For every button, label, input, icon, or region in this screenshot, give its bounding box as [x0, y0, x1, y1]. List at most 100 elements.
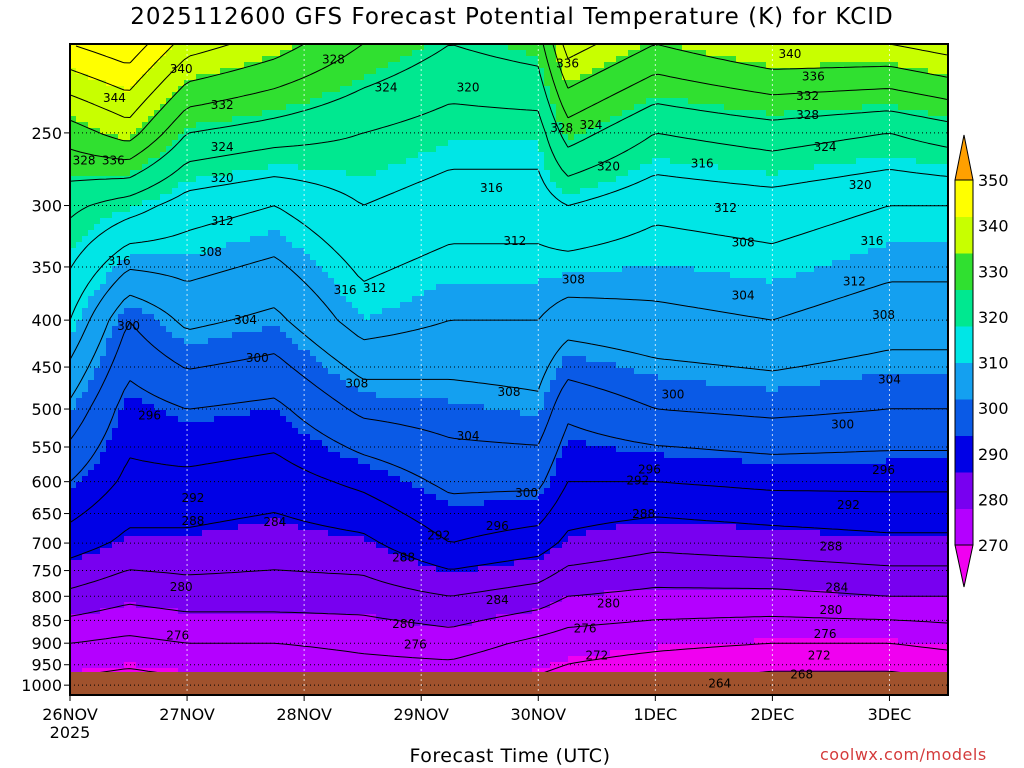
theta-cell	[586, 140, 593, 147]
theta-cell	[370, 206, 377, 213]
theta-cell	[100, 188, 107, 195]
theta-cell	[352, 44, 359, 51]
theta-cell	[328, 170, 335, 177]
theta-cell	[688, 152, 695, 159]
theta-cell	[526, 128, 533, 135]
theta-cell	[712, 92, 719, 99]
theta-cell	[508, 134, 515, 141]
theta-cell	[376, 242, 383, 249]
theta-cell	[634, 62, 641, 69]
theta-cell	[472, 68, 479, 75]
theta-cell	[472, 212, 479, 219]
theta-cell	[184, 110, 191, 117]
theta-cell	[220, 110, 227, 117]
theta-cell	[106, 134, 113, 141]
theta-cell	[94, 212, 101, 219]
theta-cell	[364, 224, 371, 231]
theta-cell	[358, 212, 365, 219]
theta-cell	[430, 236, 437, 243]
theta-cell	[736, 230, 743, 237]
theta-cell	[838, 188, 845, 195]
theta-cell	[688, 170, 695, 177]
theta-cell	[604, 140, 611, 147]
theta-cell	[526, 92, 533, 99]
theta-cell	[580, 212, 587, 219]
theta-cell	[670, 230, 677, 237]
theta-cell	[778, 236, 785, 243]
theta-cell	[448, 212, 455, 219]
theta-cell	[484, 92, 491, 99]
theta-cell	[658, 98, 665, 105]
theta-cell	[454, 212, 461, 219]
theta-cell	[244, 194, 251, 201]
theta-cell	[832, 68, 839, 75]
theta-cell	[76, 116, 83, 123]
theta-cell	[76, 80, 83, 87]
theta-cell	[274, 62, 281, 69]
theta-cell	[436, 98, 443, 105]
theta-cell	[934, 230, 941, 237]
theta-cell	[712, 242, 719, 249]
theta-cell	[646, 236, 653, 243]
theta-cell	[886, 44, 893, 51]
theta-cell	[820, 146, 827, 153]
theta-cell	[106, 122, 113, 129]
theta-cell	[586, 146, 593, 153]
theta-cell	[316, 86, 323, 93]
theta-cell	[706, 74, 713, 81]
theta-cell	[328, 140, 335, 147]
theta-cell	[334, 140, 341, 147]
theta-cell	[670, 242, 677, 249]
theta-cell	[508, 92, 515, 99]
theta-cell	[664, 212, 671, 219]
theta-cell	[484, 164, 491, 171]
theta-cell	[322, 122, 329, 129]
theta-cell	[442, 200, 449, 207]
theta-cell	[442, 230, 449, 237]
theta-cell	[322, 224, 329, 231]
theta-cell	[280, 68, 287, 75]
theta-cell	[172, 206, 179, 213]
theta-cell	[340, 224, 347, 231]
theta-cell	[892, 140, 899, 147]
theta-cell	[460, 44, 467, 51]
theta-cell	[664, 68, 671, 75]
theta-cell	[598, 206, 605, 213]
theta-cell	[640, 170, 647, 177]
theta-cell	[430, 62, 437, 69]
theta-cell	[106, 74, 113, 81]
theta-cell	[700, 68, 707, 75]
theta-cell	[598, 134, 605, 141]
theta-cell	[502, 50, 509, 57]
theta-cell	[334, 152, 341, 159]
theta-cell	[460, 92, 467, 99]
theta-cell	[214, 68, 221, 75]
theta-cell	[574, 164, 581, 171]
theta-cell	[376, 194, 383, 201]
theta-cell	[508, 62, 515, 69]
theta-cell	[670, 140, 677, 147]
theta-cell	[946, 224, 948, 231]
theta-cell	[892, 68, 899, 75]
theta-cell	[472, 56, 479, 63]
theta-cell	[796, 206, 803, 213]
theta-cell	[472, 128, 479, 135]
theta-cell	[514, 80, 521, 87]
theta-cell	[562, 92, 569, 99]
theta-cell	[592, 170, 599, 177]
theta-cell	[742, 110, 749, 117]
theta-cell	[310, 146, 317, 153]
theta-cell	[154, 122, 161, 129]
theta-cell	[628, 152, 635, 159]
theta-cell	[298, 224, 305, 231]
theta-cell	[190, 128, 197, 135]
theta-cell	[436, 68, 443, 75]
theta-cell	[346, 68, 353, 75]
theta-cell	[292, 68, 299, 75]
theta-cell	[358, 56, 365, 63]
theta-cell	[706, 218, 713, 225]
theta-cell	[460, 164, 467, 171]
theta-cell	[430, 200, 437, 207]
theta-cell	[538, 44, 545, 51]
theta-cell	[892, 116, 899, 123]
